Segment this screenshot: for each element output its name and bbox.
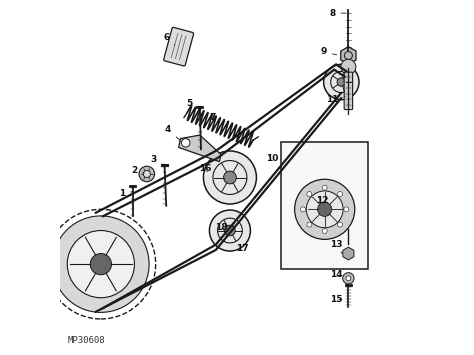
- Circle shape: [307, 192, 312, 197]
- Circle shape: [182, 138, 190, 147]
- Text: 2: 2: [131, 166, 144, 175]
- Circle shape: [306, 191, 343, 228]
- FancyBboxPatch shape: [344, 72, 353, 110]
- Bar: [281, 142, 368, 269]
- Circle shape: [139, 166, 155, 182]
- Circle shape: [324, 64, 359, 100]
- Circle shape: [337, 192, 343, 197]
- Text: 16: 16: [199, 164, 211, 173]
- Text: 8: 8: [329, 9, 346, 17]
- Text: 17: 17: [236, 244, 249, 253]
- Circle shape: [67, 230, 135, 298]
- Circle shape: [341, 59, 356, 74]
- Text: 18: 18: [215, 223, 228, 231]
- Circle shape: [301, 207, 306, 212]
- Text: 4: 4: [165, 125, 180, 140]
- Text: 3: 3: [151, 155, 164, 165]
- Text: MP30608: MP30608: [67, 337, 105, 345]
- Circle shape: [307, 222, 312, 227]
- Circle shape: [344, 207, 349, 212]
- Text: 7: 7: [209, 113, 221, 126]
- Polygon shape: [179, 135, 221, 162]
- Circle shape: [225, 225, 235, 236]
- Circle shape: [346, 276, 351, 281]
- Text: 14: 14: [330, 270, 342, 279]
- Circle shape: [143, 170, 150, 178]
- Text: 1: 1: [119, 189, 133, 198]
- Circle shape: [224, 171, 237, 184]
- Text: 6: 6: [163, 33, 175, 45]
- Text: 15: 15: [330, 295, 342, 304]
- Text: 10: 10: [266, 154, 279, 163]
- Circle shape: [322, 229, 327, 234]
- Text: 9: 9: [320, 48, 337, 56]
- Text: 13: 13: [330, 240, 342, 253]
- Circle shape: [295, 179, 355, 239]
- Circle shape: [318, 202, 332, 217]
- Circle shape: [337, 78, 346, 86]
- Text: 5: 5: [186, 99, 200, 108]
- FancyBboxPatch shape: [164, 27, 193, 66]
- Circle shape: [203, 151, 256, 204]
- Circle shape: [343, 273, 354, 284]
- Text: 12: 12: [316, 196, 328, 205]
- Circle shape: [210, 210, 250, 251]
- Circle shape: [322, 185, 327, 190]
- Text: 11: 11: [326, 95, 345, 104]
- Circle shape: [90, 253, 111, 275]
- Circle shape: [337, 222, 343, 227]
- Circle shape: [53, 216, 149, 312]
